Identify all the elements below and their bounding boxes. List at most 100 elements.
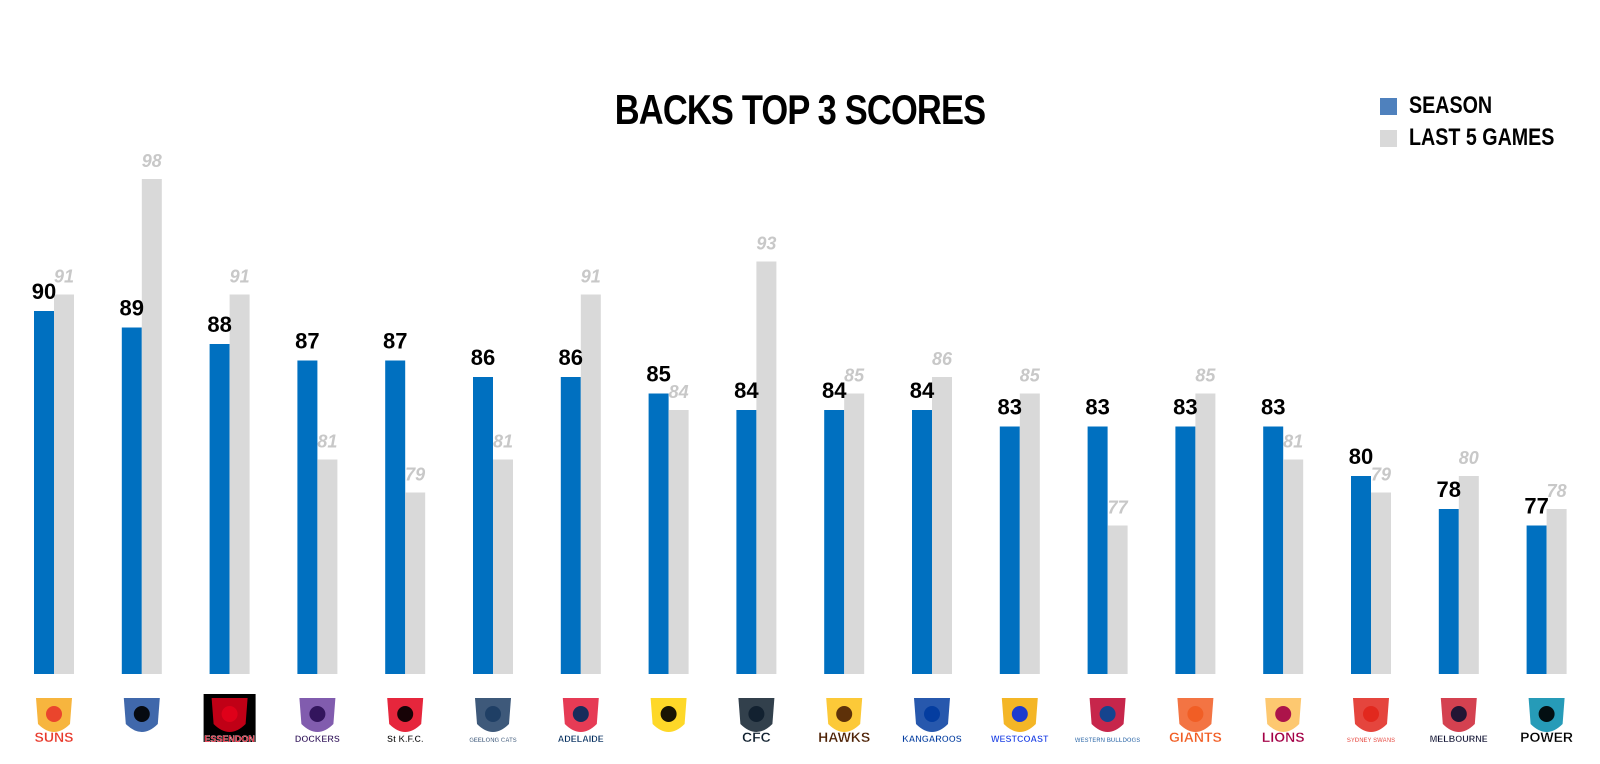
bar-last-5-games [1283,459,1304,674]
data-label-season: 80 [1349,444,1373,469]
data-label-season: 86 [559,345,583,370]
legend-swatch-last-5-games [1380,129,1397,147]
bulldog-logo-icon: WESTERN BULLDOGS [1075,698,1140,744]
carlton-logo-icon: CFC [738,698,775,745]
data-label-last-5-games: 91 [581,267,601,287]
data-label-season: 84 [734,378,759,403]
team-logo-text: KANGAROOS [902,734,962,744]
geelong-cats-logo-icon: GEELONG CATS [469,698,517,744]
bar-season [1351,476,1371,674]
magpie-logo-icon [123,698,160,732]
bar-season [385,360,406,674]
hawk-logo-icon: HAWKS [818,698,870,745]
bar-season [560,377,581,674]
bar-last-5-games [1019,393,1040,674]
data-label-last-5-games: 79 [405,465,425,485]
bar-last-5-games [405,492,426,674]
bar-season [648,393,669,674]
bar-season [209,344,230,674]
data-label-season: 87 [383,329,407,354]
data-label-last-5-games: 85 [1195,366,1216,386]
giants-logo-icon: GIANTS [1169,698,1222,745]
crows-logo-icon: ADELAIDE [558,698,604,744]
bar-season [473,377,493,674]
lion-logo-icon: LIONS [1262,698,1305,745]
st-kilda-logo-icon: St K.F.C. [387,698,424,744]
data-label-last-5-games: 98 [142,151,162,171]
data-label-last-5-games: 84 [669,382,689,402]
bar-season [297,360,318,674]
legend-label-last-5-games: LAST 5 GAMES [1409,124,1555,151]
data-label-season: 87 [295,329,319,354]
tiger-logo-icon [650,698,687,732]
chart-title: BACKS TOP 3 SCORES [614,86,986,133]
team-logo-text: POWER [1520,729,1573,745]
bar-last-5-games [1546,509,1567,674]
data-label-season: 83 [1261,395,1285,420]
data-label-last-5-games: 91 [230,267,250,287]
bar-season [121,327,142,674]
team-logo-text: LIONS [1262,729,1305,745]
legend-item-season: SEASON [1380,90,1586,122]
demons-logo-icon: MELBOURNE [1430,698,1488,744]
data-label-last-5-games: 79 [1371,465,1391,485]
team-logo-text: DOCKERS [295,734,340,744]
kangaroo-logo-icon: KANGAROOS [902,698,962,744]
bar-season [1087,426,1108,674]
suns-logo-icon: SUNS [34,698,74,745]
bar-last-5-games [1458,476,1479,674]
bar-season [999,426,1020,674]
team-logo-text: MELBOURNE [1430,734,1488,744]
data-label-last-5-games: 81 [317,432,337,452]
data-label-last-5-games: 81 [493,432,513,452]
bar-last-5-games [580,294,601,674]
bar-season [34,311,54,674]
data-label-last-5-games: 91 [54,267,74,287]
bar-last-5-games [1195,393,1216,674]
team-logo-text: ADELAIDE [558,734,604,744]
team-logo-text: SUNS [35,729,74,745]
team-logo-text: ESSENDON [204,734,255,744]
bar-last-5-games [229,294,250,674]
bar-last-5-games [493,459,513,674]
bar-last-5-games [54,294,74,674]
dockers-logo-icon: DOCKERS [295,698,340,744]
data-label-season: 77 [1524,494,1548,519]
data-label-season: 83 [1085,395,1109,420]
team-logo-text: GEELONG CATS [469,738,517,744]
legend-label-season: SEASON [1409,92,1493,119]
data-label-season: 84 [910,378,935,403]
legend-item-last-5-games: LAST 5 GAMES [1380,122,1586,154]
data-label-season: 88 [207,312,231,337]
data-label-season: 78 [1437,477,1461,502]
bar-season [1263,426,1284,674]
team-logo-text: WESTERN BULLDOGS [1075,738,1140,744]
data-label-last-5-games: 85 [844,366,865,386]
data-label-season: 86 [471,345,495,370]
swan-logo-icon: SYDNEY SWANS [1347,698,1395,744]
power-logo-icon: POWER [1520,698,1573,745]
bar-last-5-games [932,377,952,674]
bar-last-5-games [844,393,865,674]
team-logo-text: HAWKS [818,729,870,745]
data-label-last-5-games: 86 [932,349,953,369]
bar-season [736,410,757,674]
bar-last-5-games [317,459,338,674]
bar-season [824,410,845,674]
data-label-last-5-games: 78 [1547,481,1567,501]
bar-season [1438,509,1459,674]
bar-season [1526,525,1547,674]
team-logo-text: WESTCOAST [991,734,1049,744]
eagle-logo-icon: WESTCOAST [991,698,1049,744]
data-label-season: 90 [32,279,56,304]
team-logo-text: SYDNEY SWANS [1347,738,1395,744]
data-label-last-5-games: 93 [756,234,776,254]
data-label-last-5-games: 77 [1108,498,1129,518]
team-logo-text: CFC [742,729,771,745]
data-label-season: 84 [822,378,847,403]
legend-swatch-season [1380,97,1397,115]
data-label-last-5-games: 80 [1459,448,1479,468]
bar-last-5-games [1107,525,1128,674]
bar-last-5-games [756,261,777,674]
bar-season [1175,426,1196,674]
